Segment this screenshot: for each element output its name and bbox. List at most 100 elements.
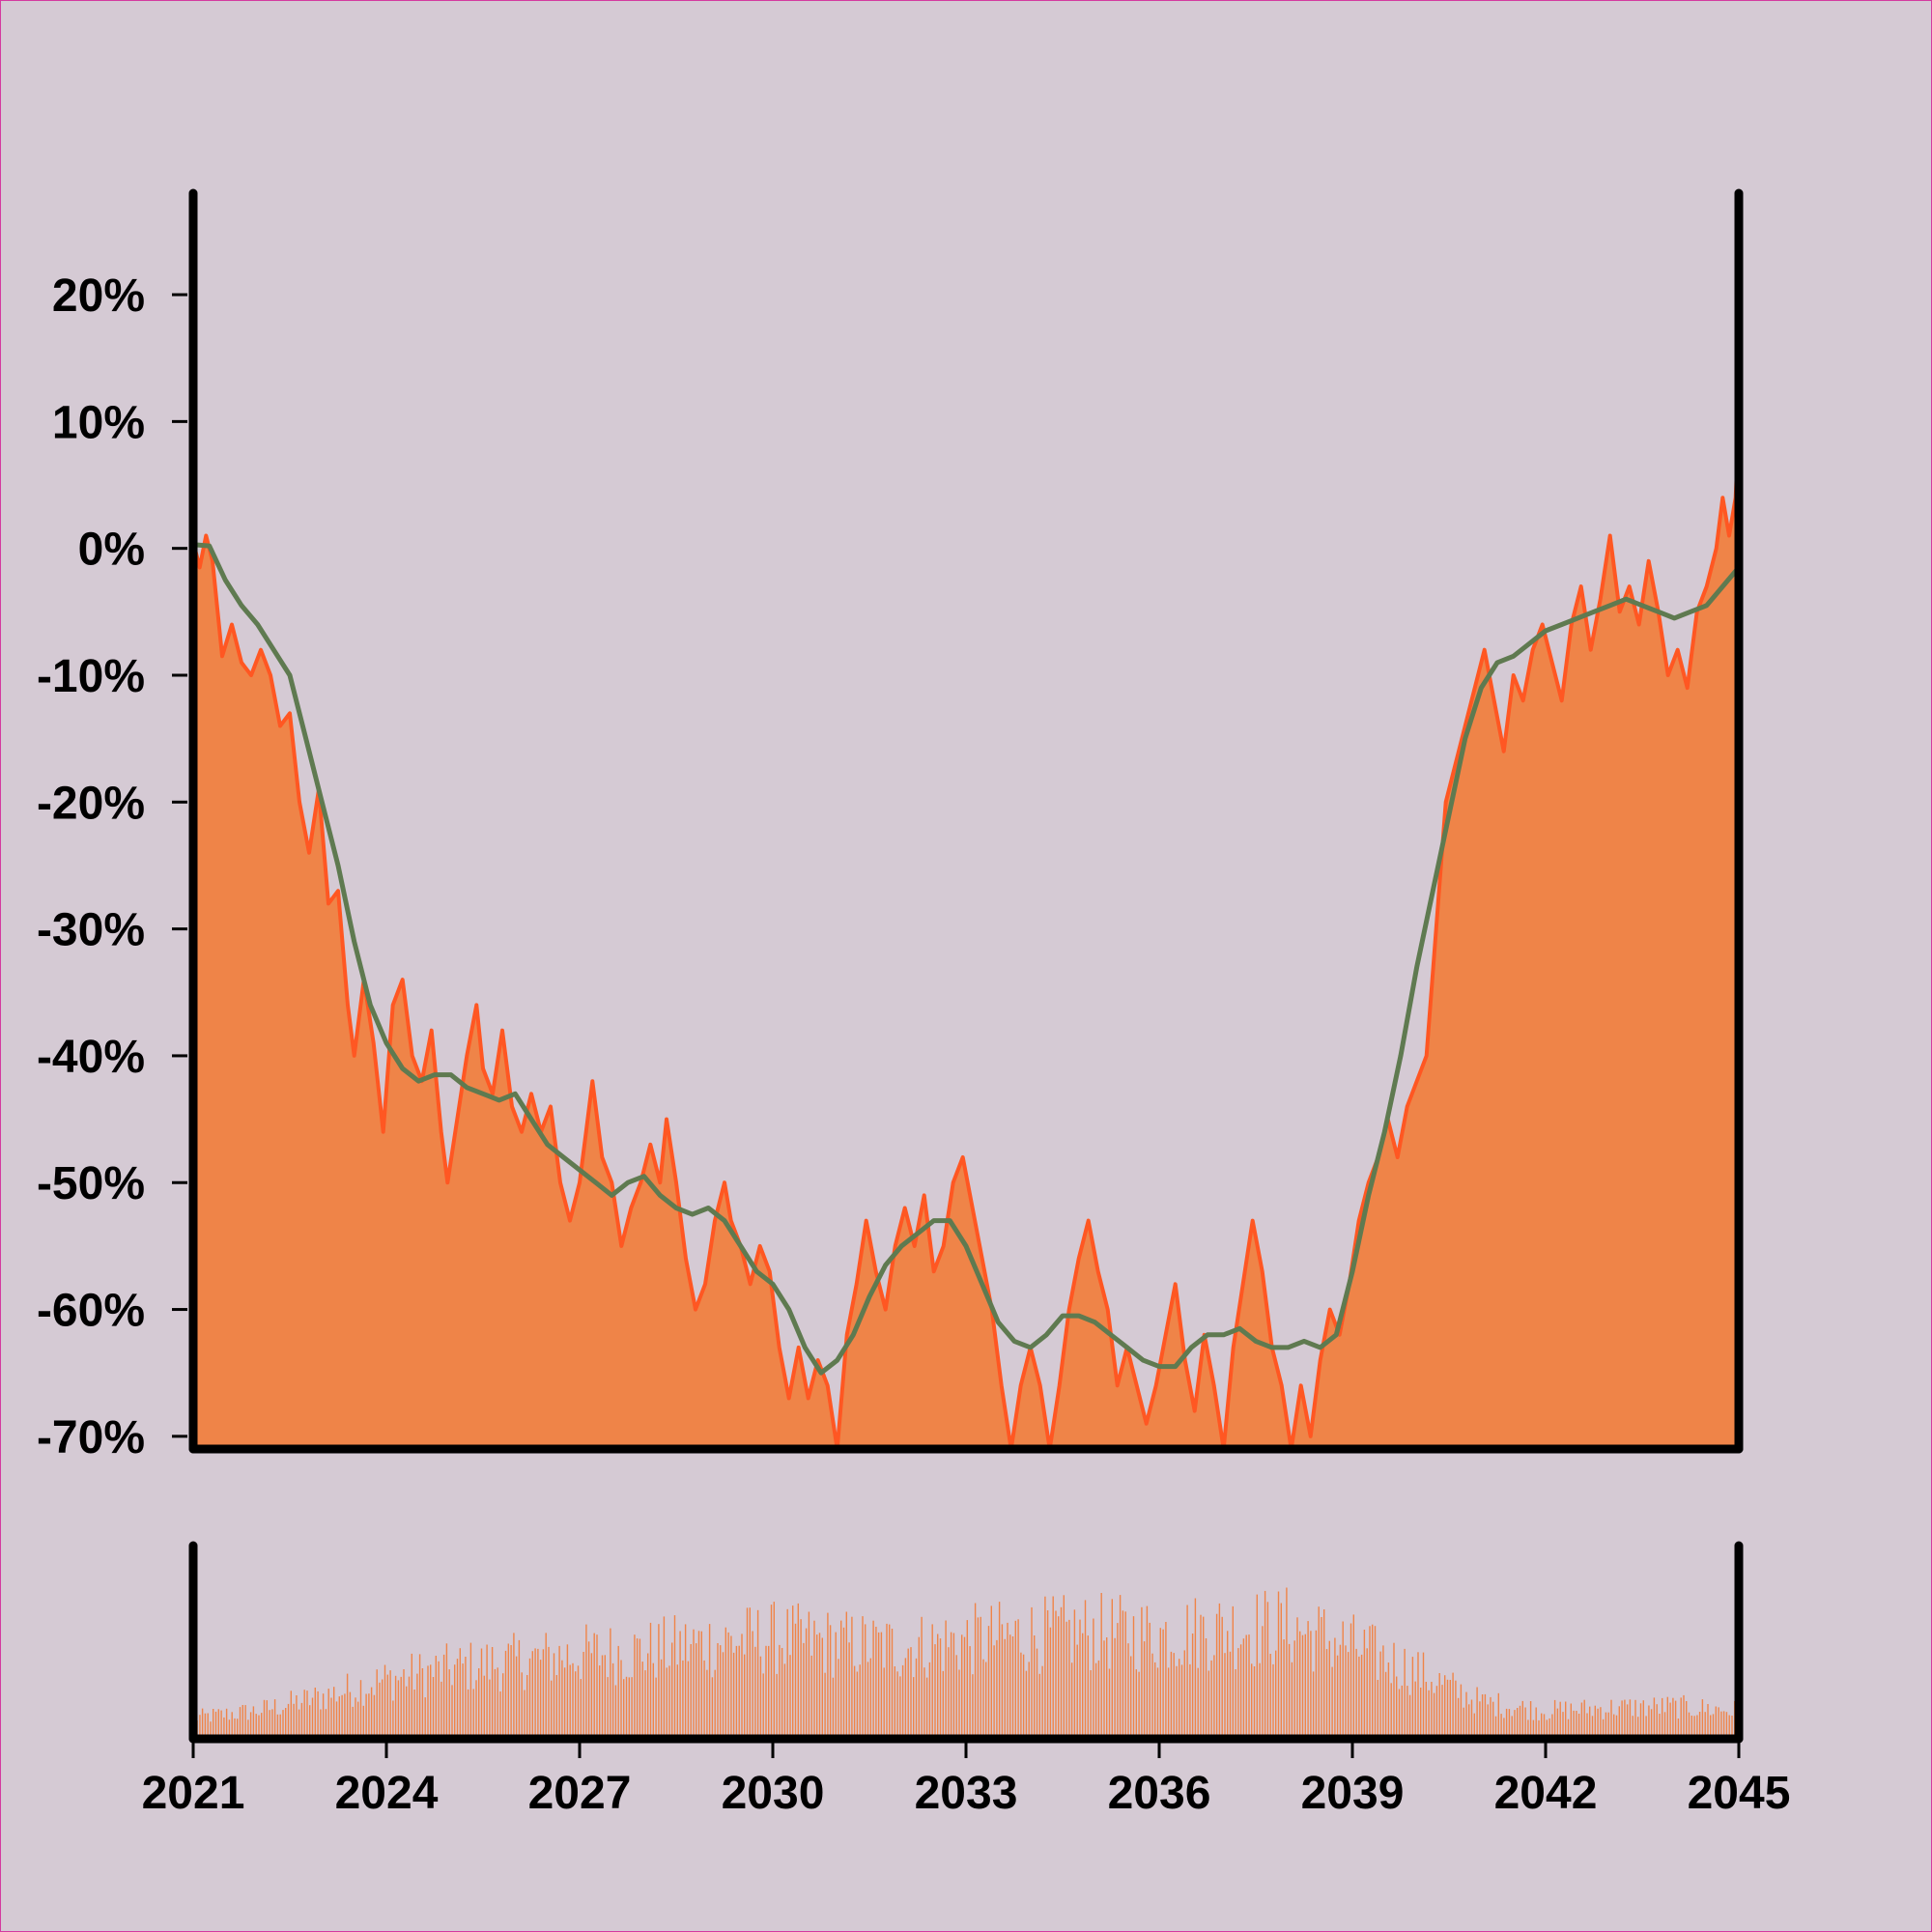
volume-bar — [955, 1655, 957, 1739]
volume-bar — [462, 1663, 464, 1739]
volume-bar — [486, 1644, 488, 1739]
x-axis: 2021 2024 2027 2030 2033 2036 2039 2042 2045 — [142, 1743, 1790, 1819]
volume-bar — [228, 1719, 231, 1739]
volume-bar — [1497, 1692, 1499, 1739]
volume-bar — [593, 1633, 595, 1739]
volume-bar — [1610, 1699, 1612, 1739]
volume-bar — [741, 1634, 743, 1739]
volume-bar — [1688, 1712, 1690, 1739]
volume-bar — [1586, 1713, 1588, 1739]
volume-bar — [1114, 1637, 1116, 1739]
volume-bar — [528, 1658, 531, 1739]
volume-bar — [330, 1697, 332, 1739]
volume-bar — [1642, 1700, 1644, 1739]
volume-bar — [349, 1691, 352, 1739]
volume-bar — [1710, 1715, 1712, 1739]
volume-bar — [1618, 1706, 1620, 1739]
volume-bar — [569, 1664, 571, 1739]
volume-bar — [1242, 1638, 1245, 1739]
volume-bar — [1312, 1671, 1315, 1739]
volume-bar — [1538, 1719, 1540, 1739]
volume-bar — [1479, 1701, 1481, 1739]
volume-bar — [840, 1620, 842, 1739]
volume-bar — [548, 1646, 550, 1739]
volume-bar — [542, 1649, 545, 1739]
volume-bar — [577, 1665, 580, 1739]
volume-bar — [1431, 1682, 1433, 1739]
volume-bar — [1648, 1705, 1650, 1739]
volume-bar — [1058, 1616, 1060, 1739]
volume-bar — [896, 1671, 898, 1739]
volume-bar — [1130, 1656, 1132, 1739]
y-tick-label: -20% — [37, 778, 145, 829]
volume-bar — [1591, 1716, 1594, 1739]
area-fill — [193, 427, 1739, 1449]
volume-bar — [1124, 1611, 1126, 1739]
volume-bar — [1663, 1712, 1666, 1739]
volume-bars — [193, 1587, 1739, 1739]
y-tick-label: 0% — [78, 525, 145, 576]
volume-bar — [1449, 1680, 1451, 1739]
volume-bar — [770, 1605, 773, 1739]
volume-bar — [418, 1654, 421, 1739]
volume-bar — [1014, 1620, 1016, 1739]
volume-bar — [1345, 1645, 1347, 1739]
volume-bar — [325, 1709, 327, 1739]
volume-bar — [1460, 1684, 1463, 1739]
volume-bar — [1398, 1689, 1401, 1739]
volume-bar — [1441, 1685, 1443, 1739]
volume-bar — [261, 1713, 263, 1739]
volume-bar — [587, 1641, 590, 1739]
volume-bar — [980, 1616, 981, 1739]
volume-bar — [1119, 1595, 1122, 1739]
main-plot: 20% 10% 0% -10% -20% -30% -40% -50% -60% -70% — [37, 188, 1744, 1463]
volume-bar — [697, 1631, 700, 1739]
volume-bar — [1232, 1605, 1234, 1739]
volume-bar — [827, 1612, 829, 1739]
volume-bar — [287, 1703, 290, 1739]
volume-bar — [969, 1646, 971, 1739]
volume-bar — [438, 1661, 440, 1739]
volume-bar — [641, 1662, 643, 1739]
volume-bar — [1156, 1667, 1159, 1739]
volume-bar — [1672, 1697, 1674, 1739]
volume-bar — [1562, 1712, 1564, 1739]
volume-bar — [1149, 1622, 1151, 1739]
main-axes — [188, 188, 1744, 1454]
volume-bar — [338, 1696, 340, 1739]
volume-bar — [1422, 1652, 1425, 1739]
volume-bar — [950, 1632, 952, 1739]
volume-bar — [1517, 1708, 1519, 1739]
volume-bar — [1573, 1710, 1575, 1739]
x-tick-label: 2039 — [1301, 1768, 1405, 1819]
volume-bar — [1696, 1715, 1698, 1739]
volume-bar — [1565, 1701, 1567, 1739]
volume-bar — [551, 1680, 553, 1739]
volume-bar — [539, 1660, 542, 1739]
volume-bar — [1444, 1675, 1446, 1739]
volume-bar — [365, 1693, 367, 1739]
volume-bar — [306, 1690, 308, 1739]
volume-bar — [491, 1647, 494, 1739]
volume-bar — [668, 1665, 670, 1739]
volume-bar — [1401, 1685, 1403, 1739]
volume-bar — [813, 1620, 815, 1739]
volume-bar — [818, 1633, 821, 1739]
volume-bar — [1505, 1708, 1508, 1739]
volume-bar — [472, 1689, 474, 1739]
volume-bar — [1167, 1667, 1170, 1739]
volume-bar — [1615, 1715, 1618, 1739]
volume-bar — [1352, 1614, 1354, 1739]
volume-bar — [1728, 1715, 1730, 1739]
y-axis: 20% 10% 0% -10% -20% -30% -40% -50% -60% -70% — [37, 270, 187, 1463]
volume-bar — [1055, 1610, 1057, 1739]
volume-bar — [1396, 1676, 1398, 1739]
volume-bar — [1417, 1652, 1419, 1739]
volume-bar — [467, 1689, 469, 1739]
volume-bar — [263, 1699, 266, 1739]
volume-bar — [869, 1658, 871, 1739]
volume-bar — [448, 1669, 450, 1739]
volume-bar — [300, 1702, 303, 1739]
volume-bar — [1677, 1719, 1680, 1739]
volume-bar — [459, 1648, 461, 1739]
